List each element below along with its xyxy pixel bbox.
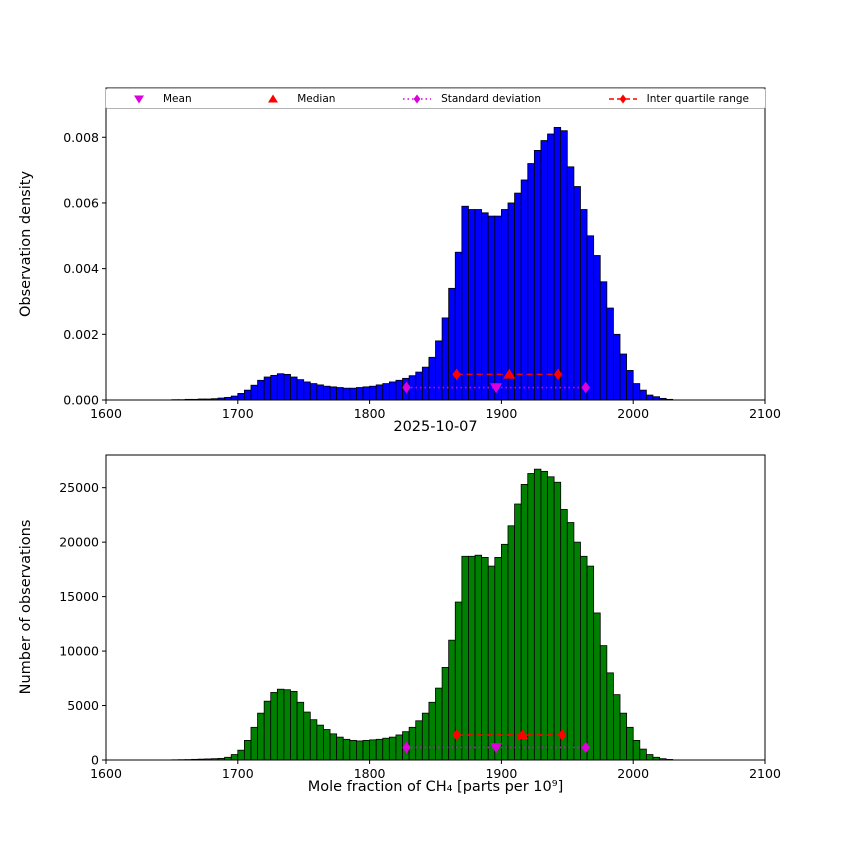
mean-marker-icon [490, 383, 503, 394]
mean-marker-icon [490, 743, 503, 754]
svg-text:15000: 15000 [59, 589, 99, 604]
ylabel-counts: Number of observations [18, 519, 34, 695]
diamond-marker [553, 368, 563, 381]
diamond-icon [608, 94, 637, 103]
svg-text:20000: 20000 [59, 535, 99, 550]
ylabel-density: Observation density [18, 170, 34, 318]
legend-label: Inter quartile range [646, 92, 749, 105]
diamond-marker [581, 741, 590, 754]
svg-text:1800: 1800 [354, 406, 386, 421]
diamond-marker [557, 729, 567, 741]
density-histogram-bars [171, 127, 674, 401]
median-marker-icon [503, 368, 516, 379]
svg-text:10000: 10000 [59, 644, 99, 659]
counts-histogram-bars [171, 468, 674, 761]
counts-histogram: 1600 1700 1800 1900 2000 2100 0 5000 10000 15000 2… [59, 454, 781, 781]
svg-text:1600: 1600 [90, 406, 122, 421]
density-histogram-stat-markers [402, 368, 590, 394]
legend-item-median: Median [256, 93, 335, 105]
median-marker-icon [516, 729, 529, 740]
svg-text:2000: 2000 [617, 406, 649, 421]
legend-label: Mean [163, 92, 192, 105]
counts-histogram-x-axis: 1600 1700 1800 1900 2000 2100 [90, 760, 781, 781]
diamond-marker [452, 729, 461, 741]
density-histogram: 1600 1700 1800 1900 2000 21000.0000.0020.0040… [63, 87, 781, 421]
xlabel-mole-fraction: Mole fraction of CH₄ [parts per 10⁹] [307, 779, 564, 795]
svg-text:1800: 1800 [354, 766, 386, 781]
counts-histogram-spines [105, 454, 766, 761]
svg-text:1900: 1900 [485, 406, 517, 421]
svg-text:0: 0 [91, 753, 99, 768]
svg-text:2100: 2100 [749, 406, 781, 421]
diamond-marker [402, 381, 411, 394]
diamond-icon [403, 94, 432, 103]
svg-text:0.002: 0.002 [63, 327, 99, 342]
svg-text:25000: 25000 [59, 480, 99, 495]
svg-text:5000: 5000 [67, 698, 99, 713]
svg-text:0.000: 0.000 [63, 393, 99, 408]
svg-text:2100: 2100 [749, 766, 781, 781]
triangle-up-icon [268, 94, 279, 102]
counts-histogram-stat-markers [402, 729, 590, 754]
diamond-marker [402, 741, 411, 754]
triangle-down-icon [134, 95, 144, 103]
legend-item-standard-deviation: Standard deviation [400, 93, 541, 105]
counts-histogram-y-axis: 0 5000 10000 15000 20000 25000 [59, 480, 106, 768]
date-label: 2025-10-07 [393, 419, 478, 435]
diamond-marker [581, 381, 590, 394]
density-histogram-y-axis: 0.000 0.002 0.004 0.006 0.008 [63, 130, 106, 408]
legend-label: Median [297, 92, 336, 105]
svg-text:0.004: 0.004 [63, 261, 99, 276]
svg-text:1700: 1700 [222, 766, 254, 781]
svg-text:0.006: 0.006 [63, 195, 99, 210]
legend-item-mean: Mean [122, 93, 192, 105]
svg-text:0.008: 0.008 [63, 130, 99, 145]
diamond-marker [452, 368, 461, 381]
svg-text:1900: 1900 [485, 766, 517, 781]
svg-text:2000: 2000 [617, 766, 649, 781]
legend-item-inter-quartile-range: Inter quartile range [606, 93, 749, 105]
density-histogram-x-axis: 1600 1700 1800 1900 2000 2100 [90, 400, 781, 421]
svg-text:1700: 1700 [222, 406, 254, 421]
svg-text:1600: 1600 [90, 766, 122, 781]
legend-label: Standard deviation [441, 92, 542, 105]
legend: Mean Median Standard deviation Inter quarti… [105, 88, 766, 109]
